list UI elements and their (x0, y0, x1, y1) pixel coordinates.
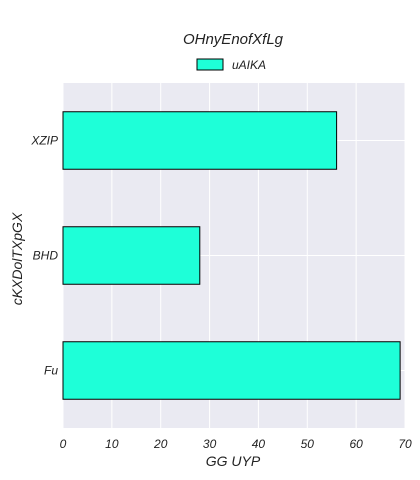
legend-swatch (196, 58, 224, 71)
x-tick-label: 40 (252, 437, 266, 451)
bar-bhd (62, 226, 201, 285)
y-tick-label: BHD (33, 249, 59, 263)
bar-xzip (62, 111, 338, 170)
x-tick-label: 30 (203, 437, 217, 451)
x-tick-labels: 0 10 20 30 40 50 60 70 (60, 437, 412, 451)
x-tick-label: 50 (301, 437, 315, 451)
legend-label: uAIKA (232, 58, 266, 72)
x-tick-label: 20 (153, 437, 168, 451)
bars (62, 111, 401, 400)
y-axis-label: cKXDolTXpGX (9, 212, 25, 305)
x-tick-label: 60 (349, 437, 363, 451)
y-tick-labels: XZIP BHD Fu (30, 134, 58, 378)
bar-fu (62, 341, 401, 400)
legend: uAIKA (196, 58, 266, 72)
x-tick-label: 0 (60, 437, 67, 451)
y-tick-label: Fu (44, 364, 58, 378)
x-tick-label: 10 (105, 437, 119, 451)
y-tick-label: XZIP (30, 134, 58, 148)
chart-title: OHnyEnofXfLg (183, 31, 284, 48)
x-axis-label: GG UYP (206, 453, 261, 469)
x-tick-label: 70 (398, 437, 412, 451)
